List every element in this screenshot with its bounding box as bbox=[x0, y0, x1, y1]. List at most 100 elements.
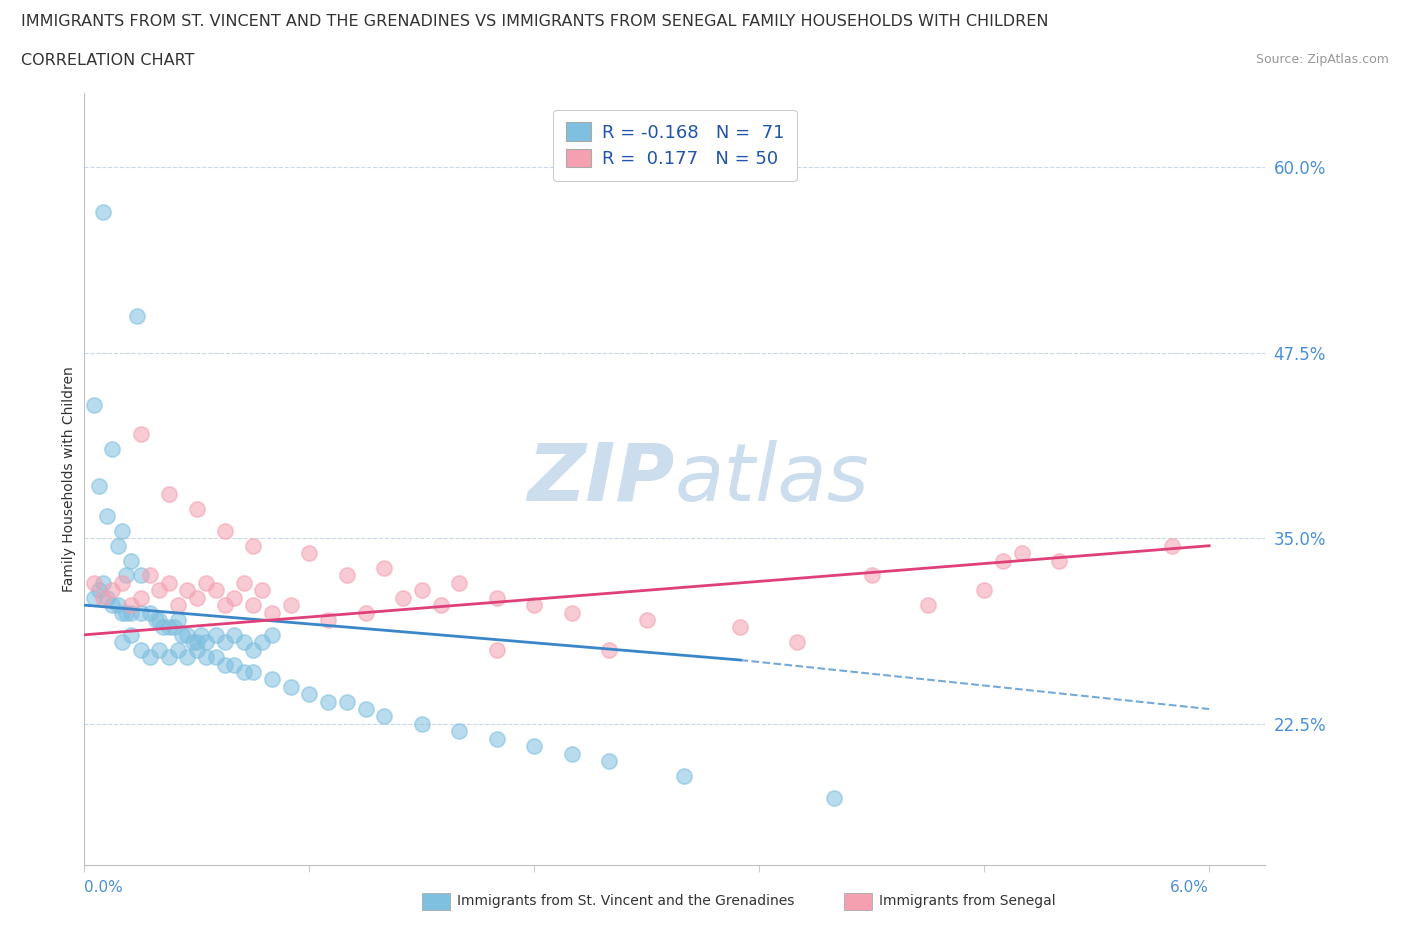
Point bbox=[214, 635, 236, 650]
Text: ZIP: ZIP bbox=[527, 440, 675, 518]
Point bbox=[991, 553, 1014, 568]
Point bbox=[354, 701, 377, 716]
Point bbox=[148, 643, 170, 658]
Text: 6.0%: 6.0% bbox=[1170, 880, 1209, 895]
Point bbox=[129, 427, 152, 442]
Point bbox=[1160, 538, 1182, 553]
Point bbox=[107, 538, 129, 553]
Point bbox=[89, 583, 111, 598]
Point bbox=[186, 643, 208, 658]
Point bbox=[195, 635, 218, 650]
Point bbox=[242, 665, 264, 680]
Point bbox=[636, 613, 658, 628]
Point bbox=[561, 605, 583, 620]
Point bbox=[114, 568, 136, 583]
Point bbox=[125, 308, 148, 323]
Point bbox=[186, 635, 208, 650]
Point bbox=[673, 768, 696, 783]
Point bbox=[114, 605, 136, 620]
Point bbox=[83, 591, 105, 605]
Point bbox=[523, 738, 546, 753]
Point bbox=[485, 643, 508, 658]
Point bbox=[157, 576, 180, 591]
Point bbox=[167, 613, 190, 628]
Point bbox=[89, 479, 111, 494]
Point bbox=[242, 643, 264, 658]
Point bbox=[232, 635, 254, 650]
Point bbox=[129, 605, 152, 620]
Point bbox=[485, 731, 508, 746]
Point bbox=[120, 605, 142, 620]
Point bbox=[83, 397, 105, 412]
Point bbox=[316, 613, 339, 628]
Point bbox=[163, 620, 186, 635]
Text: IMMIGRANTS FROM ST. VINCENT AND THE GRENADINES VS IMMIGRANTS FROM SENEGAL FAMILY: IMMIGRANTS FROM ST. VINCENT AND THE GREN… bbox=[21, 14, 1049, 29]
Point bbox=[232, 665, 254, 680]
Point bbox=[730, 620, 752, 635]
Point bbox=[204, 628, 226, 643]
Point bbox=[224, 591, 246, 605]
Point bbox=[392, 591, 415, 605]
Point bbox=[786, 635, 808, 650]
Point bbox=[260, 628, 283, 643]
Point bbox=[598, 643, 620, 658]
Point bbox=[242, 598, 264, 613]
Point bbox=[280, 679, 302, 694]
Point bbox=[167, 643, 190, 658]
Point bbox=[411, 716, 433, 731]
Point bbox=[336, 568, 359, 583]
Point bbox=[449, 724, 471, 738]
Point bbox=[176, 650, 198, 665]
Point bbox=[139, 568, 162, 583]
Point bbox=[181, 635, 204, 650]
Point bbox=[91, 205, 114, 219]
Point bbox=[429, 598, 451, 613]
Text: Immigrants from St. Vincent and the Grenadines: Immigrants from St. Vincent and the Gren… bbox=[457, 894, 794, 909]
Text: 0.0%: 0.0% bbox=[84, 880, 124, 895]
Point bbox=[411, 583, 433, 598]
Point bbox=[973, 583, 995, 598]
Legend: R = -0.168   N =  71, R =  0.177   N = 50: R = -0.168 N = 71, R = 0.177 N = 50 bbox=[553, 110, 797, 181]
Point bbox=[195, 650, 218, 665]
Point bbox=[354, 605, 377, 620]
Point bbox=[170, 628, 193, 643]
Point bbox=[204, 583, 226, 598]
Point bbox=[111, 576, 134, 591]
Point bbox=[214, 598, 236, 613]
Point bbox=[373, 709, 395, 724]
Point bbox=[232, 576, 254, 591]
Point bbox=[120, 553, 142, 568]
Point bbox=[298, 686, 321, 701]
Point bbox=[120, 628, 142, 643]
Point bbox=[101, 598, 124, 613]
Point bbox=[252, 635, 274, 650]
Point bbox=[139, 605, 162, 620]
Point bbox=[224, 658, 246, 672]
Point bbox=[148, 583, 170, 598]
Text: CORRELATION CHART: CORRELATION CHART bbox=[21, 53, 194, 68]
Point bbox=[823, 790, 845, 805]
Point bbox=[917, 598, 939, 613]
Point bbox=[129, 591, 152, 605]
Point bbox=[260, 671, 283, 686]
Point bbox=[485, 591, 508, 605]
Point bbox=[101, 583, 124, 598]
Point bbox=[242, 538, 264, 553]
Point bbox=[120, 598, 142, 613]
Text: atlas: atlas bbox=[675, 440, 870, 518]
Text: Source: ZipAtlas.com: Source: ZipAtlas.com bbox=[1256, 53, 1389, 66]
Point bbox=[561, 746, 583, 761]
Point bbox=[373, 561, 395, 576]
Point bbox=[111, 524, 134, 538]
Point bbox=[449, 576, 471, 591]
Point bbox=[111, 635, 134, 650]
Point bbox=[186, 591, 208, 605]
Point bbox=[186, 501, 208, 516]
Point bbox=[91, 591, 114, 605]
Point bbox=[176, 583, 198, 598]
Point bbox=[129, 568, 152, 583]
Point bbox=[157, 620, 180, 635]
Point bbox=[860, 568, 883, 583]
Point bbox=[152, 620, 174, 635]
Point bbox=[157, 486, 180, 501]
